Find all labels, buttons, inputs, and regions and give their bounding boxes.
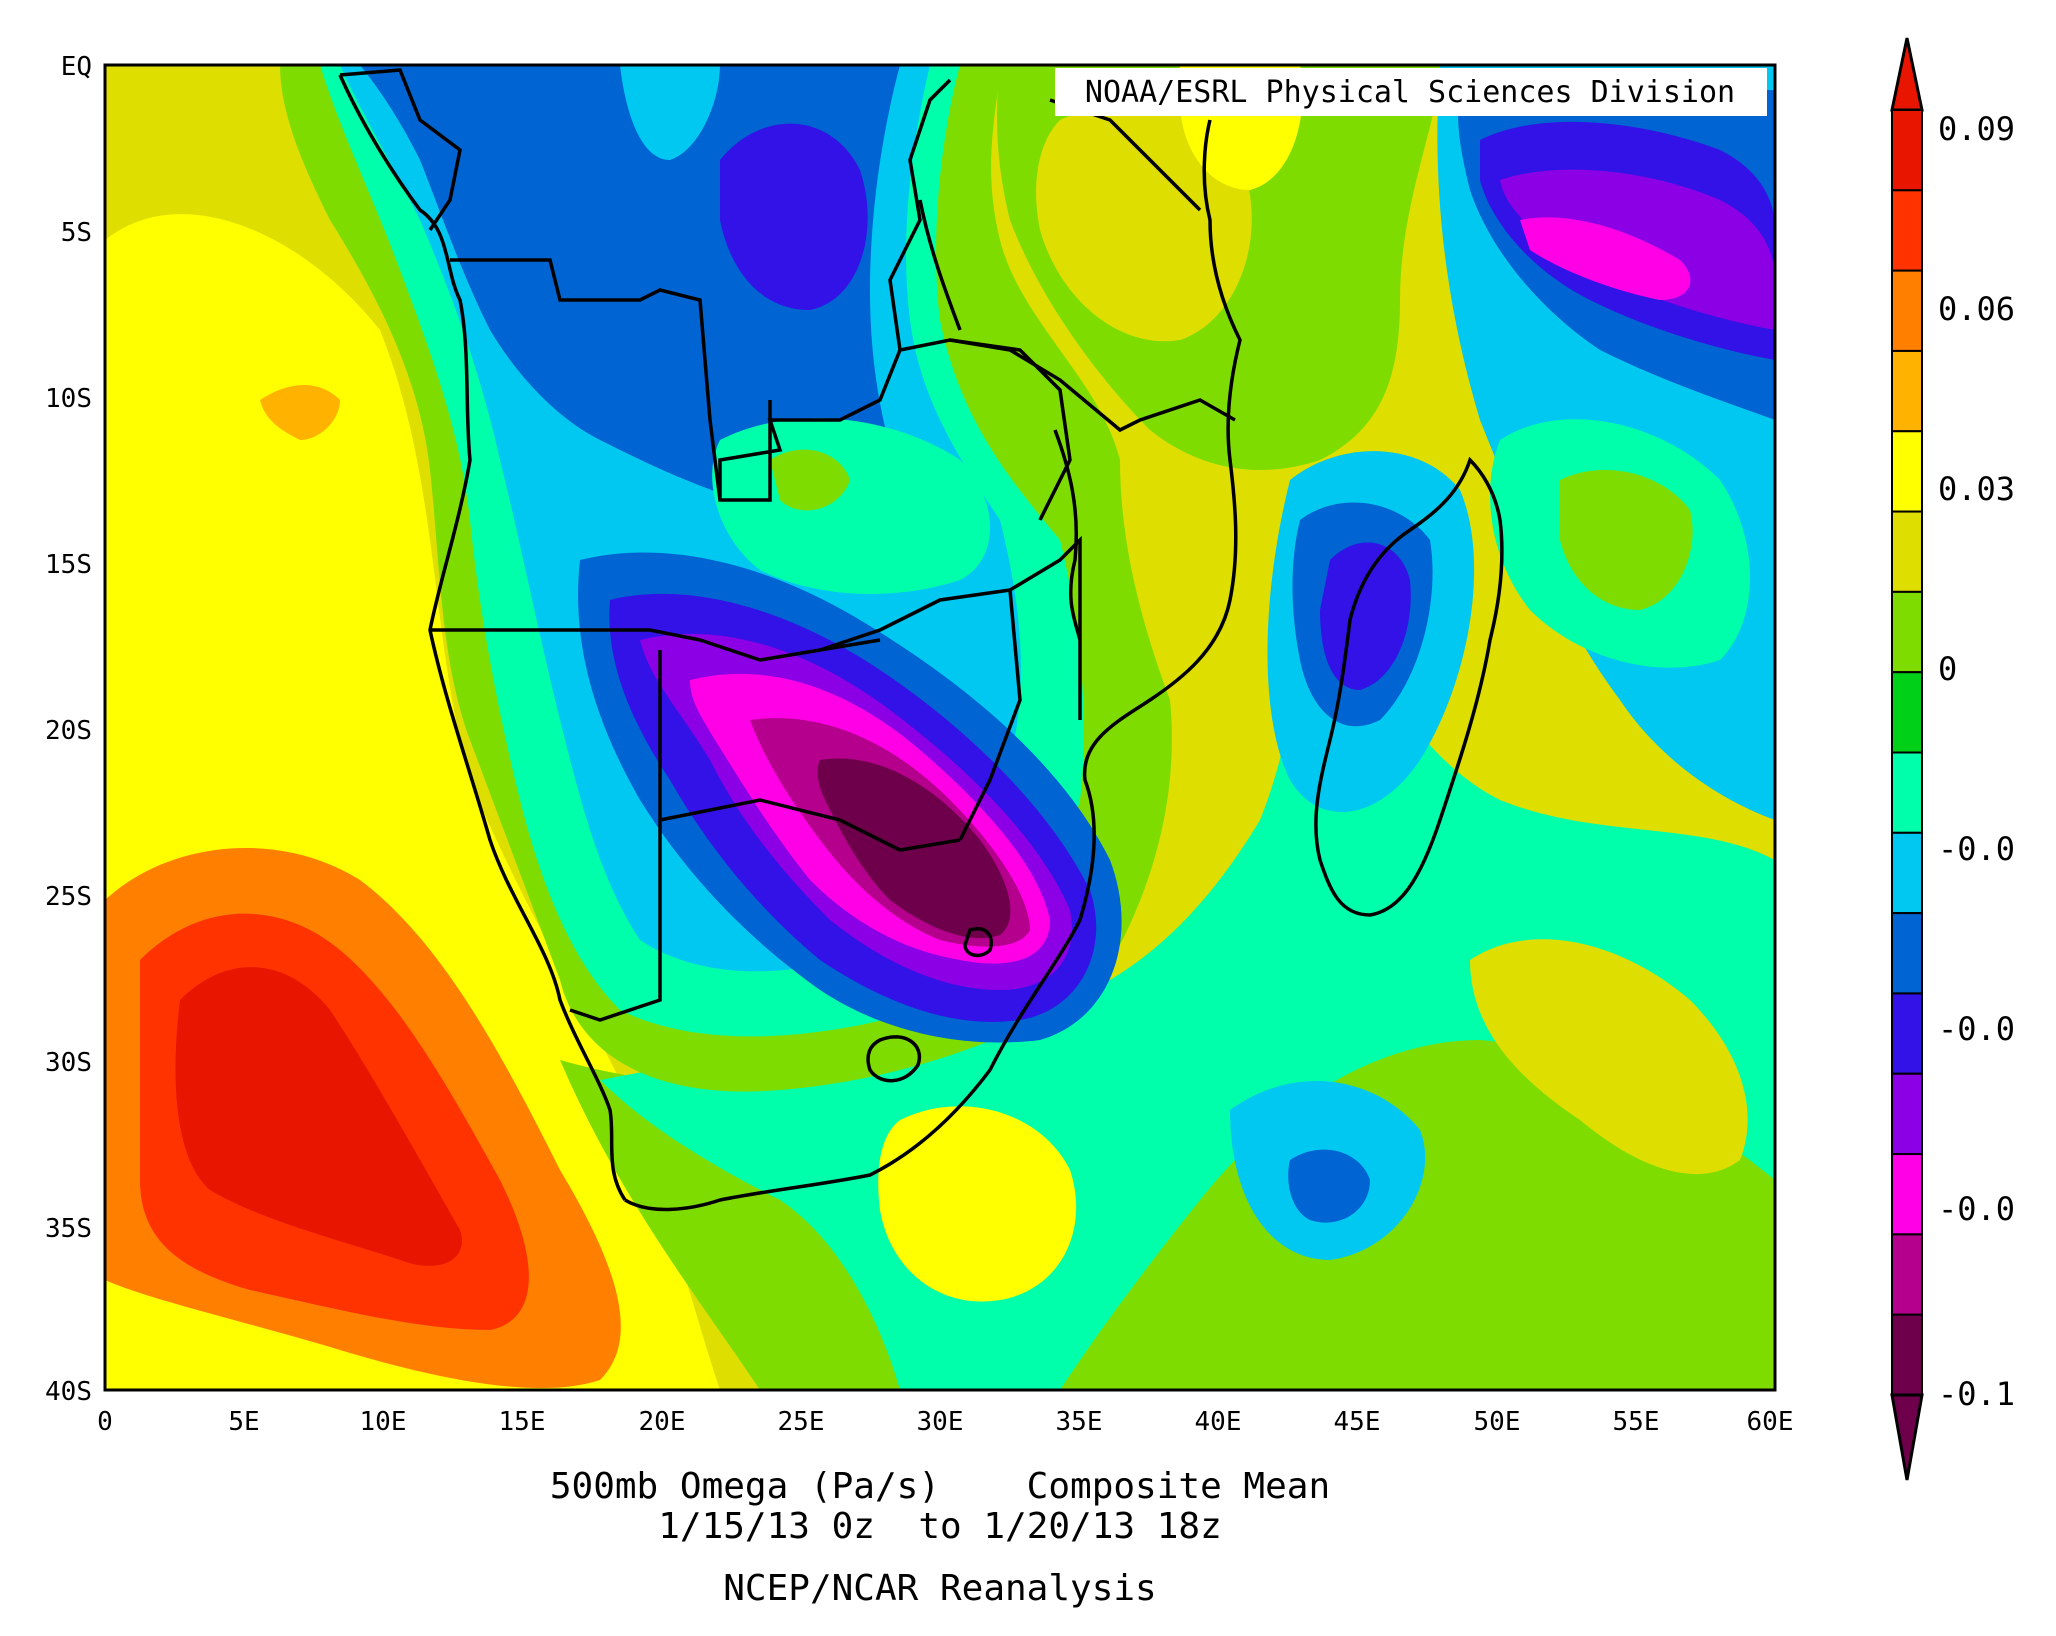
colorbar: 0.09 0.06 0.03 0 -0.0 -0.0 -0.0 -0.1 [1890, 37, 2015, 1481]
lon-tick-label: 15E [499, 1407, 546, 1437]
colorbar-swatch [1891, 1313, 1923, 1396]
lat-tick-label: 10S [45, 384, 92, 414]
lat-axis: EQ 5S 10S 15S 20S 25S 30S 35S 40S [45, 52, 92, 1407]
colorbar-swatch [1891, 349, 1923, 433]
lat-tick-label: 40S [45, 1377, 92, 1407]
border-mozambique [1009, 535, 1082, 720]
colorbar-swatch [1891, 430, 1923, 513]
contour-darkblue-south [1288, 1149, 1370, 1223]
colorbar-swatch [1891, 590, 1923, 674]
colorbar-swatch [1891, 269, 1923, 352]
lat-tick-label: 20S [45, 716, 92, 746]
lon-tick-label: 60E [1747, 1407, 1794, 1437]
colorbar-swatch [1891, 992, 1923, 1075]
lesotho [866, 1035, 922, 1083]
caption-date-range: 1/15/13 0z to 1/20/13 18z [658, 1506, 1222, 1547]
contour-violet-madagascar [1320, 542, 1411, 690]
border-botswana-sa [659, 798, 961, 852]
border-namibia-botswana [569, 650, 662, 1022]
contour-green-interior [770, 449, 850, 511]
omega-contour-fill [105, 65, 1775, 1390]
colorbar-swatch [1891, 109, 1923, 192]
lat-tick-label: 35S [45, 1214, 92, 1244]
colorbar-swatch [1891, 510, 1923, 593]
border-tanzania [949, 338, 1236, 433]
colorbar-swatch [1891, 831, 1923, 915]
lat-tick-label: 15S [45, 550, 92, 580]
lat-tick-label: 25S [45, 882, 92, 912]
colorbar-bottom-arrow [1890, 1393, 1924, 1481]
border-congo [339, 68, 462, 231]
colorbar-label: -0.0 [1938, 830, 2015, 868]
coastline-borders [338, 68, 1504, 1212]
colorbar-label: -0.0 [1938, 1190, 2015, 1228]
africa-east-coast [988, 119, 1242, 1071]
map-frame [103, 63, 1777, 1392]
colorbar-swatch [1891, 1233, 1923, 1316]
credit-text: NOAA/ESRL Physical Sciences Division [1085, 75, 1735, 110]
lon-tick-label: 50E [1474, 1407, 1521, 1437]
lon-tick-label: 30E [917, 1407, 964, 1437]
caption-source: NCEP/NCAR Reanalysis [723, 1568, 1156, 1609]
colorbar-label: 0.09 [1938, 110, 2015, 148]
credit-box [1055, 68, 1767, 116]
caption-title: 500mb Omega (Pa/s) Composite Mean [550, 1466, 1330, 1507]
lat-tick-label: EQ [61, 52, 92, 82]
lon-tick-label: 40E [1195, 1407, 1242, 1437]
contour-magenta-east [1520, 217, 1691, 300]
contour-red-core [175, 967, 462, 1266]
contour-yellow-south [878, 1106, 1077, 1302]
contour-cyan-north [620, 65, 720, 160]
contour-orange-small [260, 385, 340, 440]
colorbar-swatch [1891, 1153, 1923, 1236]
lon-tick-label: 55E [1613, 1407, 1660, 1437]
lon-tick-label: 45E [1334, 1407, 1381, 1437]
lat-tick-label: 5S [61, 218, 92, 248]
lake-malawi [1053, 429, 1082, 641]
lat-tick-label: 30S [45, 1048, 92, 1078]
colorbar-swatch [1891, 912, 1923, 995]
colorbar-top-arrow [1890, 37, 1924, 112]
madagascar-coast [1314, 456, 1504, 917]
eswatini [963, 927, 993, 958]
colorbar-swatch [1891, 1072, 1923, 1156]
caption: 500mb Omega (Pa/s) Composite Mean 1/15/1… [550, 1466, 1330, 1609]
contour-violet-north [720, 123, 868, 310]
lon-tick-label: 35E [1056, 1407, 1103, 1437]
lon-axis: 0 5E 10E 15E 20E 25E 30E 35E 40E 45E 50E… [97, 1407, 1793, 1437]
colorbar-swatch [1891, 671, 1923, 754]
colorbar-label: 0.03 [1938, 470, 2015, 508]
border-drc-east [888, 78, 952, 351]
lon-tick-label: 10E [360, 1407, 407, 1437]
lon-tick-label: 5E [228, 1407, 259, 1437]
contour-yellow-east [1470, 939, 1748, 1175]
contour-green-east [1560, 470, 1693, 610]
colorbar-label: -0.1 [1938, 1375, 2015, 1413]
colorbar-swatch [1891, 751, 1923, 834]
colorbar-label: 0 [1938, 650, 1957, 688]
africa-south-coast [624, 1068, 992, 1212]
lake-tanganyika [918, 199, 962, 331]
colorbar-swatch [1891, 189, 1923, 272]
border-drc [450, 258, 772, 502]
colorbar-label: -0.0 [1938, 1010, 2015, 1048]
contour-olive-ne [1036, 103, 1252, 342]
colorbar-swatches [1891, 109, 1923, 1396]
colorbar-label: 0.06 [1938, 290, 2015, 328]
lon-tick-label: 20E [639, 1407, 686, 1437]
lon-tick-label: 25E [778, 1407, 825, 1437]
lon-tick-label: 0 [97, 1407, 113, 1437]
